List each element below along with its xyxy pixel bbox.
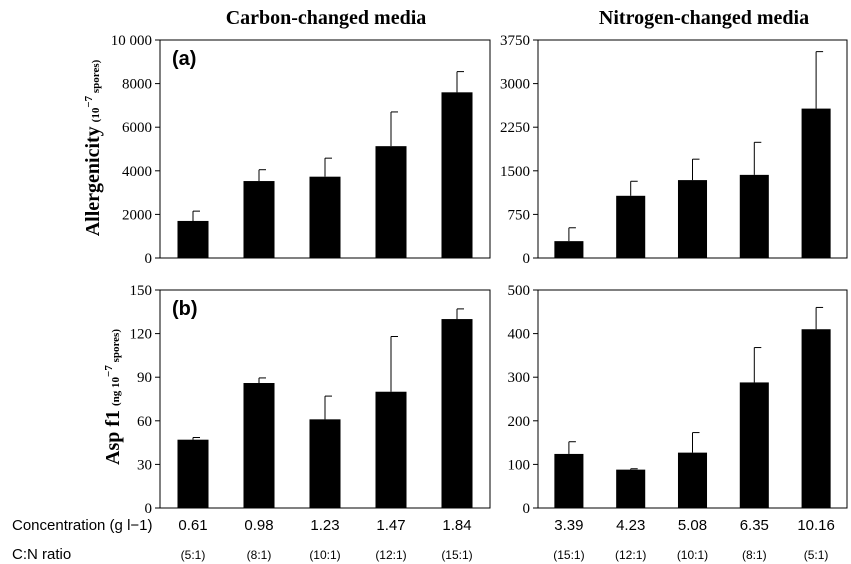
bar (554, 241, 584, 258)
cn-ratio-label: (5:1) (181, 548, 206, 562)
bar (309, 176, 341, 258)
y-tick-label: 100 (508, 457, 531, 473)
panel-3: 0 30 60 90 120 150 0.61 (5:1) 0.98 (8:1) 1.23 (10:1… (130, 283, 491, 562)
bar (243, 383, 275, 508)
bar (616, 195, 646, 258)
y-tick-label: 10 000 (111, 33, 152, 49)
bar (739, 174, 769, 258)
y-axis-label-aspf1: Asp f1(ng 10−7 spores) (102, 329, 124, 465)
y-tick-label: 90 (137, 370, 152, 386)
bar (243, 181, 275, 258)
bar (441, 319, 473, 508)
cn-ratio-label: (8:1) (247, 548, 272, 562)
x-tick-label: 10.16 (797, 517, 835, 534)
y-tick-label: 200 (508, 414, 531, 430)
bar (677, 180, 708, 258)
column-title-carbon: Carbon-changed media (226, 7, 427, 29)
y-tick-label: 6000 (122, 120, 152, 136)
y-tick-label: 150 (130, 283, 153, 299)
y-tick-label: 400 (508, 327, 531, 343)
x-tick-label: 6.35 (740, 517, 769, 534)
y-tick-label: 30 (137, 457, 152, 473)
cn-ratio-label: (15:1) (441, 548, 472, 562)
y-tick-label: 300 (508, 370, 531, 386)
y-tick-label: 750 (508, 207, 531, 223)
y-tick-label: 0 (145, 251, 153, 267)
y-tick-label: 2000 (122, 207, 152, 223)
panel-4: 0 100 200 300 400 500 3.39 (15:1) 4.23 (12:1) 5.08… (508, 283, 848, 562)
y-tick-label: 0 (145, 501, 153, 517)
x-tick-label: 1.84 (442, 517, 471, 534)
y-tick-label: 60 (137, 414, 152, 430)
bar (375, 391, 407, 508)
y-tick-label: 4000 (122, 164, 152, 180)
bar (801, 329, 831, 508)
bar (177, 439, 209, 508)
bar (616, 469, 646, 508)
row-label-concentration: Concentration (g l−1) (12, 517, 153, 534)
y-tick-label: 1500 (500, 164, 530, 180)
y-tick-label: 2250 (500, 120, 530, 136)
cn-ratio-label: (15:1) (553, 548, 584, 562)
x-tick-label: 0.98 (244, 517, 273, 534)
svg-text:Allergenicity(10−7 spores): Allergenicity(10−7 spores) (82, 59, 104, 236)
x-tick-label: 5.08 (678, 517, 707, 534)
y-tick-label: 500 (508, 283, 531, 299)
svg-text:Asp f1(ng 10−7 spores): Asp f1(ng 10−7 spores) (102, 329, 124, 465)
bar (375, 146, 407, 258)
y-tick-label: 3750 (500, 33, 530, 49)
row-label-cn-ratio: C:N ratio (12, 546, 71, 563)
cn-ratio-label: (10:1) (677, 548, 708, 562)
x-tick-label: 4.23 (616, 517, 645, 534)
y-tick-label: 3000 (500, 77, 530, 93)
bar (441, 92, 473, 258)
y-tick-label: 0 (523, 501, 531, 517)
cn-ratio-label: (8:1) (742, 548, 767, 562)
panel-2: 0 750 1500 2250 3000 3750 (500, 33, 848, 267)
cn-ratio-label: (5:1) (804, 548, 829, 562)
y-axis-label-allergenicity: Allergenicity(10−7 spores) (82, 59, 104, 236)
bar (739, 382, 769, 508)
cn-ratio-label: (12:1) (375, 548, 406, 562)
bar (554, 453, 584, 508)
y-tick-label: 0 (523, 251, 531, 267)
x-tick-label: 3.39 (554, 517, 583, 534)
column-title-nitrogen: Nitrogen-changed media (599, 7, 809, 29)
x-tick-label: 1.47 (376, 517, 405, 534)
panel-1: 0 2000 4000 6000 8000 10 000 (a) (111, 33, 491, 267)
y-tick-label: 120 (130, 327, 153, 343)
bar (177, 220, 209, 258)
panel-label: (a) (172, 48, 196, 70)
bar (801, 108, 831, 258)
cn-ratio-label: (10:1) (309, 548, 340, 562)
bar (309, 419, 341, 508)
x-tick-label: 1.23 (310, 517, 339, 534)
panel-label: (b) (172, 298, 198, 320)
x-tick-label: 0.61 (178, 517, 207, 534)
cn-ratio-label: (12:1) (615, 548, 646, 562)
bar (677, 452, 708, 508)
y-tick-label: 8000 (122, 77, 152, 93)
